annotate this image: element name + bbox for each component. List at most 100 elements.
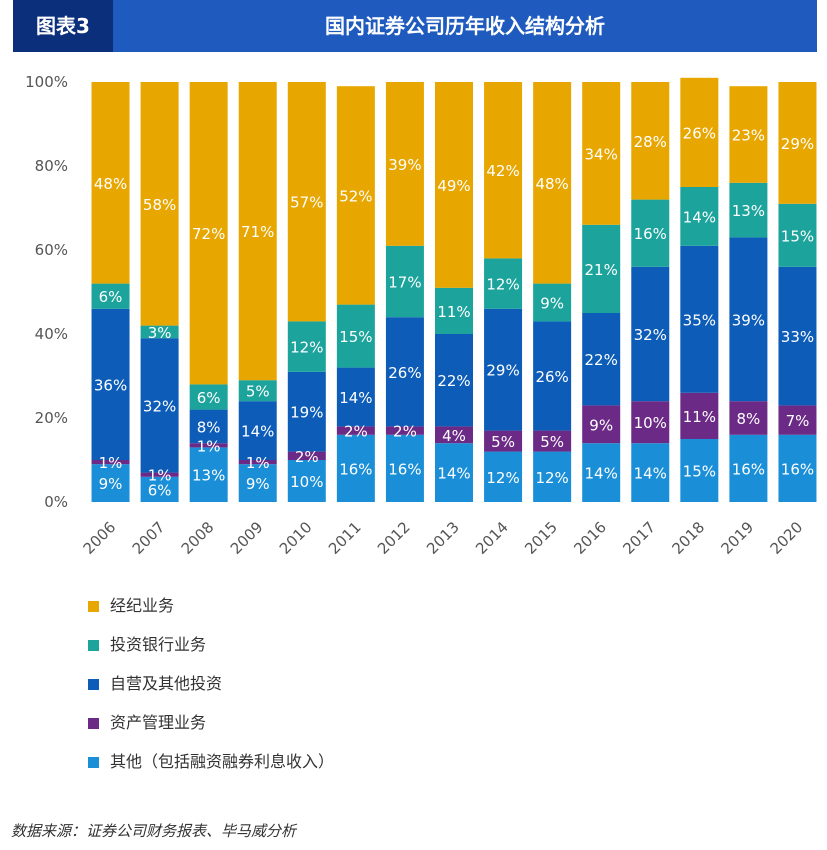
- x-tick-label: 2018: [668, 518, 708, 558]
- bar-segment: [385, 317, 424, 427]
- data-label: 9%: [246, 475, 270, 493]
- bar-segment: [336, 86, 375, 305]
- data-label: 2%: [295, 448, 319, 466]
- data-label: 5%: [540, 433, 564, 451]
- data-label: 5%: [246, 383, 270, 401]
- bar-segment: [680, 439, 719, 502]
- data-label: 19%: [290, 404, 323, 422]
- data-label: 23%: [732, 127, 765, 145]
- bar-segment: [582, 224, 621, 313]
- data-label: 36%: [94, 376, 127, 394]
- bar-segment: [484, 82, 523, 259]
- legend-swatch: [88, 640, 99, 651]
- data-labels: 9%1%36%6%48%6%1%32%3%58%13%1%8%6%72%9%1%…: [94, 124, 814, 499]
- bar-segment: [778, 203, 817, 267]
- bar-segment: [336, 426, 375, 435]
- data-label: 48%: [535, 175, 568, 193]
- data-label: 26%: [388, 364, 421, 382]
- bar-segment: [385, 245, 424, 318]
- data-label: 3%: [148, 324, 172, 342]
- legend-swatch: [88, 679, 99, 690]
- legend-label: 其他（包括融资融券利息收入）: [110, 752, 335, 771]
- bar-segment: [680, 245, 719, 393]
- data-label: 42%: [486, 162, 519, 180]
- x-tick-label: 2008: [178, 518, 218, 558]
- bar-segment: [238, 401, 277, 460]
- data-label: 9%: [589, 416, 613, 434]
- bar-segment: [91, 464, 130, 502]
- data-label: 4%: [442, 427, 466, 445]
- bar-segment: [582, 405, 621, 444]
- data-label: 16%: [732, 460, 765, 478]
- data-label: 15%: [339, 328, 372, 346]
- data-label: 7%: [786, 412, 810, 430]
- data-label: 29%: [486, 362, 519, 380]
- data-label: 1%: [246, 454, 270, 472]
- data-label: 72%: [192, 225, 225, 243]
- bar-segment: [287, 321, 326, 372]
- bar-segment: [91, 82, 130, 284]
- bar-segment: [484, 258, 523, 309]
- y-tick-label: 20%: [35, 409, 68, 427]
- data-label: 1%: [99, 454, 123, 472]
- data-label: 14%: [585, 465, 618, 483]
- bar-segment: [140, 472, 179, 477]
- bar-segment: [189, 82, 228, 385]
- data-label: 33%: [781, 328, 814, 346]
- legend-swatch: [88, 757, 99, 768]
- y-tick-label: 100%: [25, 73, 68, 91]
- data-label: 71%: [241, 223, 274, 241]
- x-tick-label: 2014: [472, 518, 512, 558]
- bar-segment: [140, 325, 179, 339]
- x-axis: 2006 2007 2008 2009 2010 2011 2012 2013 2014 2015…: [80, 518, 807, 558]
- data-label: 2%: [344, 423, 368, 441]
- bar-segment: [533, 283, 572, 322]
- legend-swatch: [88, 601, 99, 612]
- data-label: 10%: [634, 414, 667, 432]
- legend-swatch: [88, 718, 99, 729]
- data-label: 48%: [94, 175, 127, 193]
- data-label: 57%: [290, 194, 323, 212]
- bar-segment: [287, 460, 326, 502]
- bar-segment: [238, 380, 277, 402]
- data-label: 6%: [148, 481, 172, 499]
- chart-title: 国内证券公司历年收入结构分析: [325, 14, 605, 38]
- data-label: 28%: [634, 133, 667, 151]
- bar-segment: [484, 430, 523, 452]
- data-label: 5%: [491, 433, 515, 451]
- bar-segment: [680, 77, 719, 187]
- bar-segment: [91, 460, 130, 465]
- bar-segment: [336, 434, 375, 502]
- data-label: 12%: [486, 276, 519, 294]
- data-label: 10%: [290, 473, 323, 491]
- data-label: 32%: [634, 326, 667, 344]
- data-label: 9%: [540, 295, 564, 313]
- bar-segment: [729, 434, 768, 502]
- data-label: 16%: [634, 225, 667, 243]
- bar-segment: [631, 82, 670, 200]
- data-label: 12%: [535, 469, 568, 487]
- data-label: 11%: [437, 303, 470, 321]
- data-label: 15%: [683, 463, 716, 481]
- data-label: 39%: [732, 311, 765, 329]
- data-label: 29%: [781, 135, 814, 153]
- bar-segment: [680, 187, 719, 246]
- data-label: 39%: [388, 156, 421, 174]
- bar-segment: [189, 409, 228, 444]
- bar-segment: [287, 82, 326, 322]
- bar-segment: [484, 308, 523, 431]
- bar-segment: [631, 401, 670, 444]
- bar-segment: [91, 308, 130, 460]
- bar-segment: [631, 199, 670, 267]
- bar-segment: [435, 443, 473, 502]
- data-label: 14%: [634, 465, 667, 483]
- y-tick-label: 60%: [35, 241, 68, 259]
- data-label: 8%: [737, 410, 761, 428]
- legend-label: 经纪业务: [110, 596, 175, 615]
- x-tick-label: 2019: [717, 518, 757, 558]
- x-tick-label: 2009: [227, 518, 267, 558]
- data-label: 12%: [290, 339, 323, 357]
- data-label: 15%: [781, 227, 814, 245]
- bar-segment: [778, 405, 817, 435]
- x-tick-label: 2007: [129, 518, 169, 558]
